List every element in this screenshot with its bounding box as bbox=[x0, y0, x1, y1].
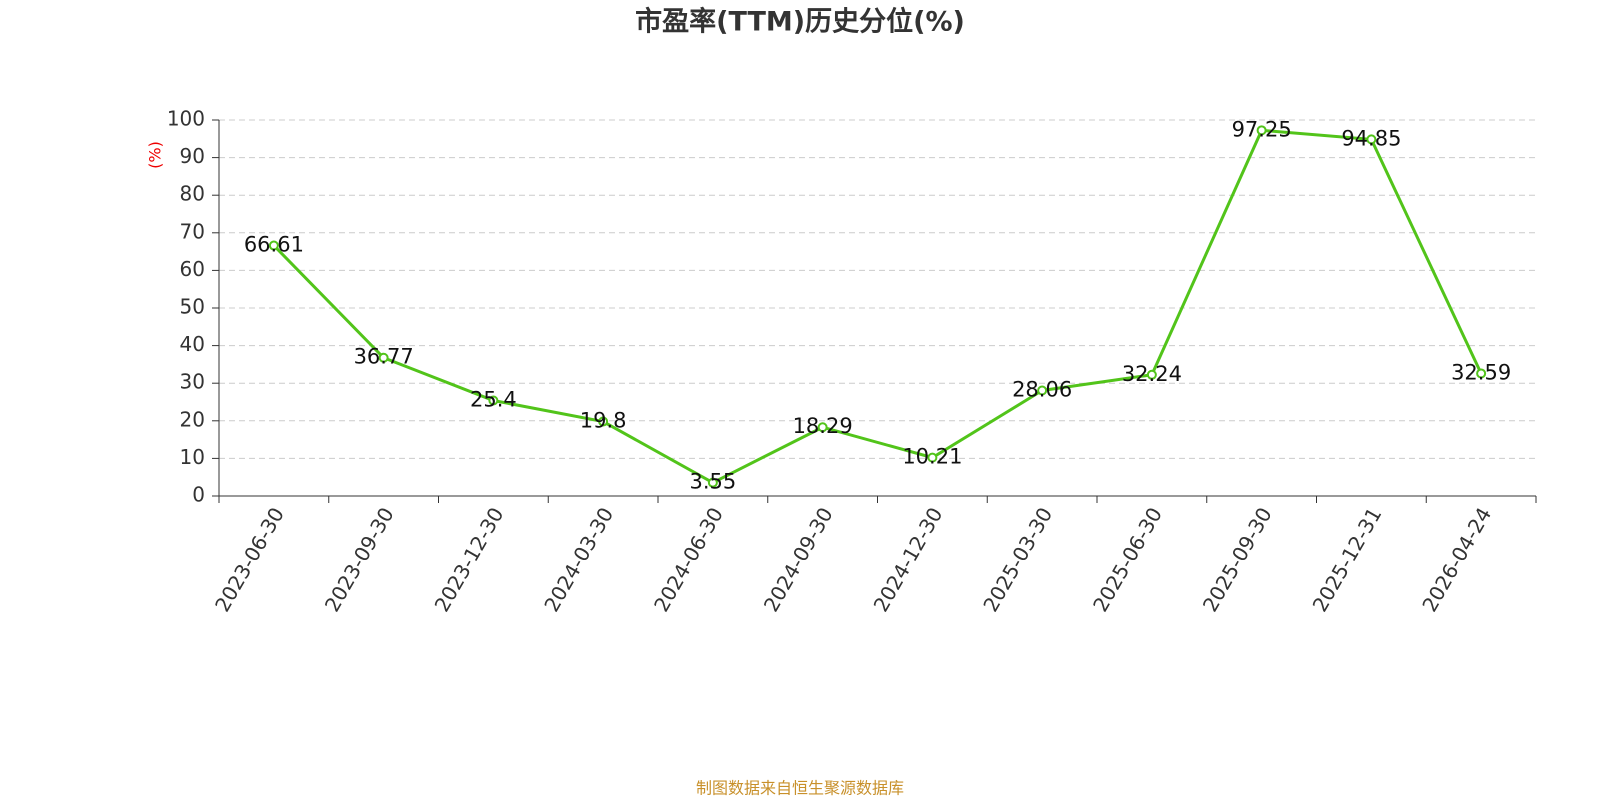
data-label: 32.59 bbox=[1451, 360, 1511, 384]
y-tick-label: 80 bbox=[180, 182, 205, 206]
x-tick-label: 2025-09-30 bbox=[1198, 503, 1277, 616]
point bbox=[817, 422, 828, 433]
y-tick-label: 60 bbox=[180, 257, 205, 281]
line bbox=[272, 128, 1483, 485]
data-label: 36.77 bbox=[354, 345, 414, 369]
point bbox=[268, 240, 279, 251]
data-label: 18.29 bbox=[793, 414, 853, 438]
x-tick-label: 2023-09-30 bbox=[320, 503, 399, 616]
x-tick-label: 2024-03-30 bbox=[539, 503, 618, 616]
y-tick-label: 10 bbox=[180, 445, 205, 469]
x-tick-label: 2025-03-30 bbox=[978, 503, 1057, 616]
point bbox=[1146, 369, 1157, 380]
x-tick-label: 2026-04-24 bbox=[1417, 503, 1496, 616]
point bbox=[378, 352, 389, 363]
y-axis-label: (%) bbox=[146, 141, 165, 169]
y-tick-label: 20 bbox=[180, 407, 205, 431]
y-tick-label: 90 bbox=[180, 144, 205, 168]
chart-title: 市盈率(TTM)历史分位(%) bbox=[635, 6, 965, 38]
x-tick-label: 2024-09-30 bbox=[759, 503, 838, 616]
footer: 制图数据来自恒生聚源数据库 bbox=[696, 779, 904, 798]
data-label: 19.8 bbox=[580, 409, 627, 433]
point bbox=[707, 477, 718, 488]
point bbox=[1037, 385, 1048, 396]
y-tick-label: 100 bbox=[167, 107, 205, 131]
x-tick-label: 2025-06-30 bbox=[1088, 503, 1167, 616]
data-label: 94.85 bbox=[1341, 126, 1401, 150]
x-tick-label: 2023-06-30 bbox=[210, 503, 289, 616]
x-tick-label: 2024-12-30 bbox=[869, 503, 948, 616]
data-label: 32.24 bbox=[1122, 362, 1182, 386]
point bbox=[927, 452, 938, 463]
x-tick-label: 2025-12-31 bbox=[1308, 503, 1387, 616]
x-tick-label: 2023-12-30 bbox=[430, 503, 509, 616]
point bbox=[1476, 368, 1487, 379]
point bbox=[1366, 134, 1377, 145]
y-tick-label: 0 bbox=[192, 483, 205, 507]
data-label: 3.55 bbox=[689, 470, 736, 494]
y-tick-label: 70 bbox=[180, 219, 205, 243]
data-label: 10.21 bbox=[902, 445, 962, 469]
data-label: 25.4 bbox=[470, 387, 517, 411]
x-tick-label: 2024-06-30 bbox=[649, 503, 728, 616]
y-tick-label: 30 bbox=[180, 370, 205, 394]
data-label: 66.61 bbox=[244, 233, 304, 257]
y-tick-label: 40 bbox=[180, 332, 205, 356]
point bbox=[1256, 125, 1267, 136]
point bbox=[488, 395, 499, 406]
y-tick-label: 50 bbox=[180, 295, 205, 319]
data-label: 28.06 bbox=[1012, 377, 1072, 401]
point bbox=[598, 416, 609, 427]
data-label: 97.25 bbox=[1232, 117, 1292, 141]
